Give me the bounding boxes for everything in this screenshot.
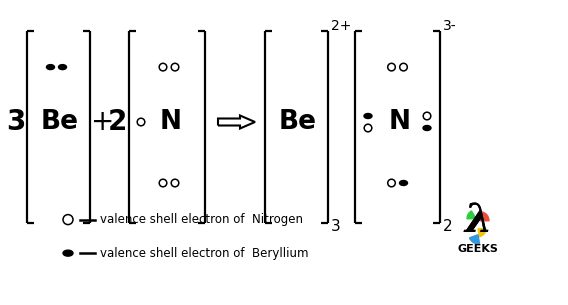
Text: +: + xyxy=(91,108,115,136)
Text: 2+: 2+ xyxy=(331,19,352,33)
Text: valence shell electron of  Beryllium: valence shell electron of Beryllium xyxy=(100,247,308,260)
Text: 3: 3 xyxy=(6,108,26,136)
Ellipse shape xyxy=(399,181,407,185)
Text: valence shell electron of  Nitrogen: valence shell electron of Nitrogen xyxy=(100,213,303,226)
Text: λ: λ xyxy=(465,202,492,240)
Text: GEEKS: GEEKS xyxy=(458,244,499,254)
Ellipse shape xyxy=(59,65,66,70)
Text: N: N xyxy=(160,109,182,135)
Text: 2: 2 xyxy=(443,219,453,234)
Wedge shape xyxy=(470,235,479,244)
Wedge shape xyxy=(478,229,486,237)
Text: 2: 2 xyxy=(107,108,127,136)
Wedge shape xyxy=(467,211,476,219)
Text: 3: 3 xyxy=(331,219,341,234)
Ellipse shape xyxy=(364,113,372,119)
Text: Be: Be xyxy=(40,109,78,135)
Ellipse shape xyxy=(423,125,431,131)
Wedge shape xyxy=(480,212,489,221)
Text: 3-: 3- xyxy=(443,19,457,33)
Text: N: N xyxy=(389,109,411,135)
Ellipse shape xyxy=(47,65,55,70)
Text: Be: Be xyxy=(278,109,316,135)
Ellipse shape xyxy=(63,250,73,256)
Text: λ: λ xyxy=(465,202,492,240)
